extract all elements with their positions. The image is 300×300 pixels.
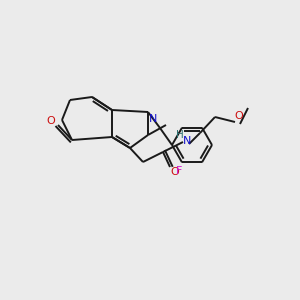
Text: H: H bbox=[176, 130, 184, 140]
Text: N: N bbox=[183, 136, 191, 146]
Text: N: N bbox=[149, 114, 157, 124]
Text: F: F bbox=[176, 166, 183, 176]
Text: O: O bbox=[235, 111, 243, 121]
Text: O: O bbox=[171, 167, 179, 177]
Text: O: O bbox=[46, 116, 56, 126]
